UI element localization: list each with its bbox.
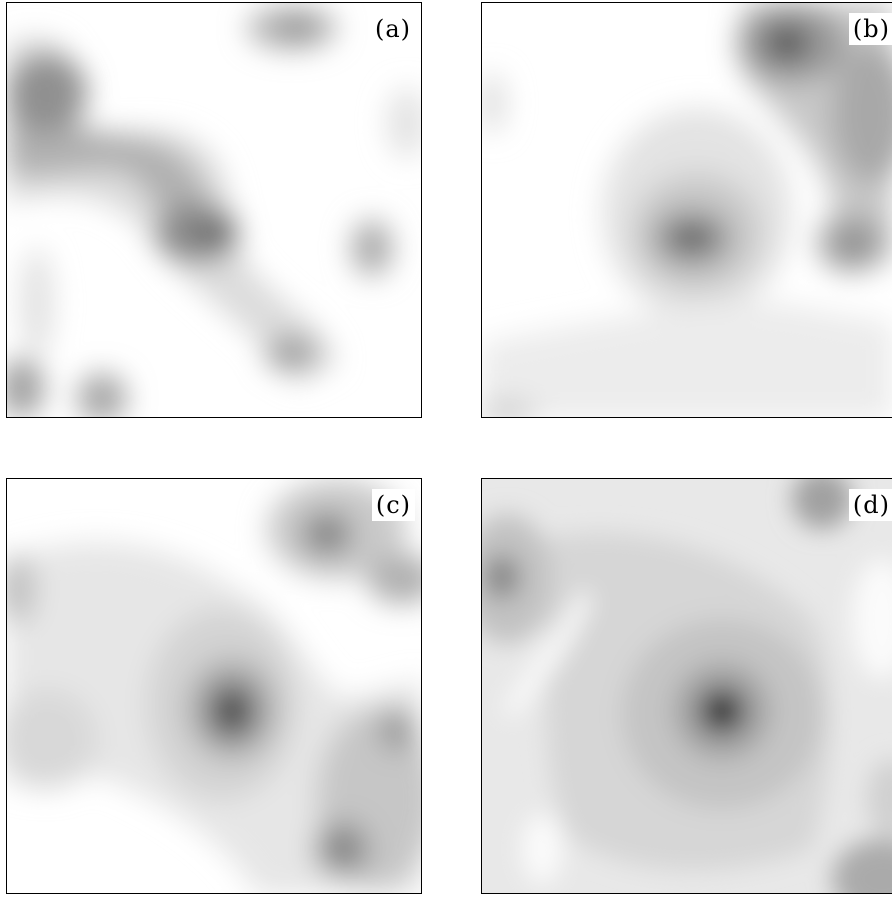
density-field-c [7,479,421,893]
contour-panel-c: (c) [6,478,422,894]
contour-panel-d: (d) [481,478,892,894]
density-field-b [482,3,892,417]
contour-plot-c [7,479,421,893]
panel-label-d: (d) [848,489,892,521]
density-field-d [482,479,892,893]
contour-plot-b [482,3,892,417]
panel-label-c: (c) [371,489,415,521]
contour-panel-a: (a) [6,2,422,418]
contour-plot-d [482,479,892,893]
panel-label-a: (a) [370,13,415,45]
contour-panel-b: (b) [481,2,892,418]
panel-label-b: (b) [848,13,892,45]
density-field-a [7,6,421,417]
contour-plot-a [7,6,421,417]
